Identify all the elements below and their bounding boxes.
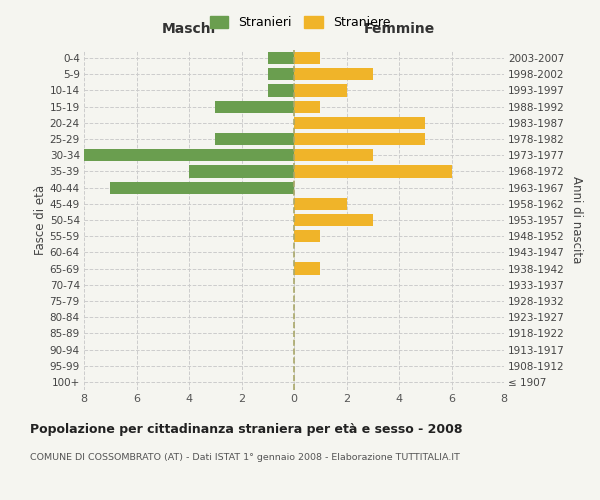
Bar (110, 182, 294, 194)
Bar (215, 133, 294, 145)
Bar (268, 52, 294, 64)
Bar (268, 68, 294, 80)
Bar (189, 166, 294, 177)
Bar (294, 68, 373, 80)
Text: Maschi: Maschi (162, 22, 216, 36)
Bar (294, 198, 347, 210)
Bar (294, 133, 425, 145)
Bar (294, 166, 452, 177)
Bar (84, 149, 294, 162)
Bar (294, 149, 373, 162)
Bar (268, 84, 294, 96)
Bar (294, 84, 347, 96)
Bar (215, 100, 294, 112)
Y-axis label: Fasce di età: Fasce di età (34, 185, 47, 255)
Text: Popolazione per cittadinanza straniera per età e sesso - 2008: Popolazione per cittadinanza straniera p… (30, 422, 463, 436)
Bar (294, 100, 320, 112)
Bar (294, 230, 320, 242)
Y-axis label: Anni di nascita: Anni di nascita (571, 176, 583, 264)
Bar (294, 214, 373, 226)
Bar (294, 52, 320, 64)
Bar (294, 117, 425, 129)
Legend: Stranieri, Straniere: Stranieri, Straniere (205, 11, 395, 34)
Text: COMUNE DI COSSOMBRATO (AT) - Dati ISTAT 1° gennaio 2008 - Elaborazione TUTTITALI: COMUNE DI COSSOMBRATO (AT) - Dati ISTAT … (30, 452, 460, 462)
Bar (294, 262, 320, 274)
Text: Femmine: Femmine (364, 22, 434, 36)
